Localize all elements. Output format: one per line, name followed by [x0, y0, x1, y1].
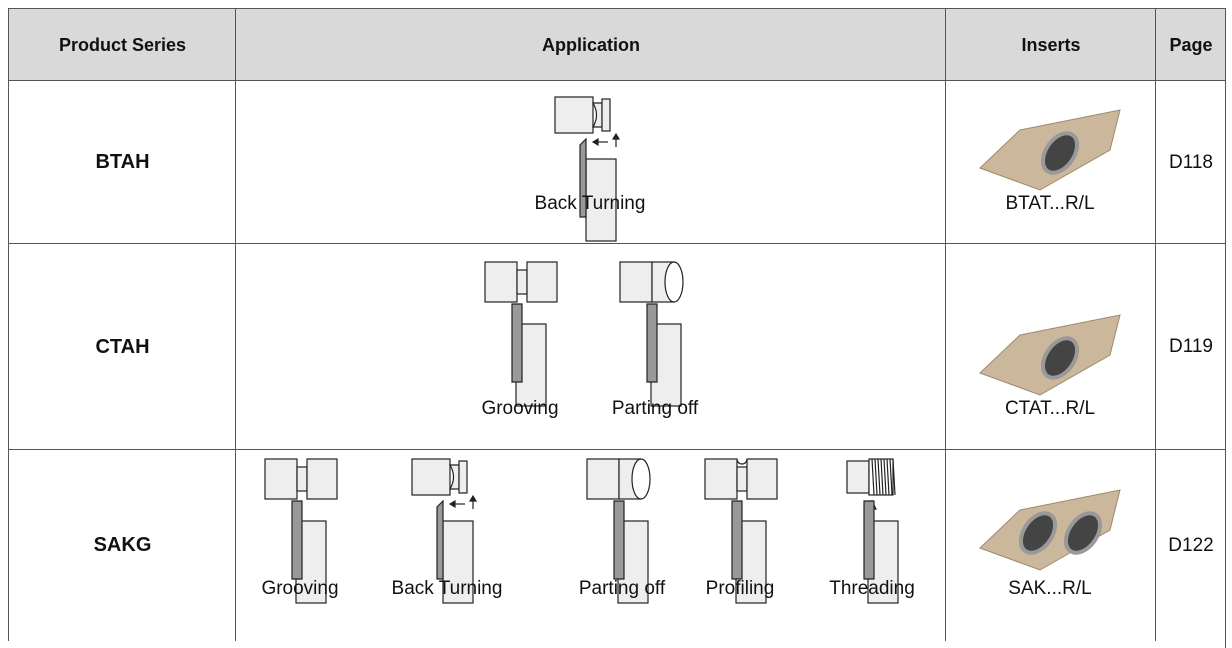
workpiece: [306, 458, 338, 500]
page-cell: D118: [1155, 80, 1226, 244]
workpiece-neck: [448, 464, 460, 490]
header-cell: Page: [1155, 8, 1226, 81]
workpiece: [554, 96, 594, 134]
workpiece-neck: [591, 102, 603, 128]
arrowhead: [468, 494, 478, 502]
insert-label: CTAT...R/L: [1004, 398, 1096, 419]
insert-hole: [1040, 336, 1080, 380]
thread-line: [892, 458, 896, 496]
page-cell: D119: [1155, 243, 1226, 450]
page-cell: D122: [1155, 449, 1226, 641]
application-label: Back Turning: [391, 578, 503, 599]
tool-holder: [585, 158, 617, 242]
table-border: [1225, 8, 1226, 648]
insert-image: [979, 109, 1121, 191]
tool-blade: [511, 303, 523, 383]
page: Product Series Application Inserts Page BTAH…: [8, 8, 1226, 648]
insert-hole: [1063, 511, 1103, 555]
illustrations: [264, 96, 1121, 604]
thread-line: [871, 458, 875, 496]
tool-blade: [731, 500, 743, 580]
workpiece: [411, 458, 451, 496]
tool-blade: [579, 137, 587, 218]
application-cell: [235, 243, 946, 450]
workpiece-end: [601, 98, 611, 132]
application-icon: [619, 261, 684, 407]
application-label: Grooving: [261, 578, 339, 599]
header-cell: Inserts: [945, 8, 1156, 81]
application-icon: [264, 458, 338, 604]
tool-blade: [646, 303, 658, 383]
thread-line: [883, 458, 887, 496]
workpiece: [704, 458, 738, 500]
workpiece: [526, 261, 558, 303]
insert-cell: [945, 80, 1156, 244]
thread-line: [874, 458, 878, 496]
workpiece: [264, 458, 298, 500]
thread-line: [886, 458, 890, 496]
tool-blade: [863, 500, 875, 580]
application-icon: [586, 458, 651, 604]
insert-hole: [1018, 511, 1058, 555]
application-icon: [704, 458, 778, 604]
insert-cell: [945, 243, 1156, 450]
workpiece: [586, 458, 620, 500]
application-label: Back Turning: [534, 193, 646, 214]
application-label: Profiling: [705, 578, 775, 599]
application-label: Threading: [829, 578, 915, 599]
application-label: Parting off: [611, 398, 699, 419]
workpiece-end: [458, 460, 468, 494]
application-icon: [846, 458, 899, 604]
application-label: Grooving: [481, 398, 559, 419]
application-icon: [484, 261, 558, 407]
arrowhead: [611, 132, 621, 140]
workpiece: [746, 458, 778, 500]
header-cell: Product Series: [8, 8, 236, 81]
application-icon: [554, 96, 621, 242]
insert-image: [979, 489, 1121, 571]
insert-image: [979, 314, 1121, 396]
tool-blade: [291, 500, 303, 580]
insert-cell: [945, 449, 1156, 641]
insert-hole: [1040, 131, 1080, 175]
insert-label: SAK...R/L: [1008, 578, 1092, 599]
application-cell: [235, 449, 946, 641]
series-cell: SAKG: [8, 449, 236, 641]
thread-line: [877, 458, 881, 496]
series-cell: CTAH: [8, 243, 236, 450]
application-icon: [411, 458, 478, 604]
tool-blade: [613, 500, 625, 580]
application-cell: [235, 80, 946, 244]
arrowhead: [591, 137, 599, 147]
thread-line: [889, 458, 893, 496]
workpiece: [484, 261, 518, 303]
arrowhead: [448, 499, 456, 509]
application-label: Parting off: [578, 578, 666, 599]
insert-label: BTAT...R/L: [1005, 193, 1095, 214]
header-cell: Application: [235, 8, 946, 81]
series-cell: BTAH: [8, 80, 236, 244]
tool-blade: [436, 499, 444, 580]
groove: [736, 458, 748, 465]
thread-line: [880, 458, 884, 496]
workpiece-end: [664, 261, 684, 303]
workpiece-end: [631, 458, 651, 500]
tool-holder: [442, 520, 474, 604]
